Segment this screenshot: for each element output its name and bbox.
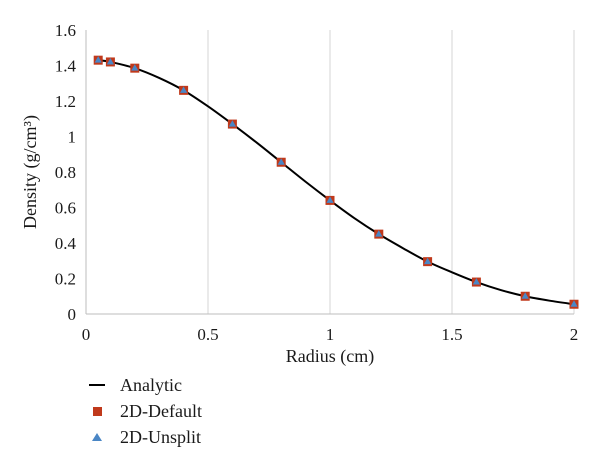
- legend-label: 2D-Default: [120, 400, 202, 421]
- y-tick-label: 1: [68, 128, 77, 147]
- 2d-unsplit-point: [424, 257, 432, 265]
- x-tick-label: 0.5: [197, 325, 218, 344]
- y-tick-label: 0.4: [55, 234, 77, 253]
- y-tick-label: 0: [68, 305, 77, 324]
- 2d-unsplit-point: [131, 64, 139, 71]
- y-tick-label: 0.6: [55, 199, 76, 218]
- y-tick-label: 1.6: [55, 21, 76, 40]
- y-axis-label: Density (g/cm³): [20, 115, 41, 229]
- 2d-unsplit-point: [106, 57, 114, 65]
- x-tick-label: 0: [82, 325, 91, 344]
- grid-lines: [207, 30, 575, 314]
- 2d-unsplit-point: [570, 300, 578, 307]
- triangle-swatch-icon: [86, 427, 108, 447]
- y-tick-label: 0.2: [55, 270, 76, 289]
- y-tick-label: 1.4: [55, 57, 77, 76]
- legend-label: Analytic: [120, 374, 182, 395]
- 2d-unsplit-point: [326, 196, 334, 203]
- legend-item-analytic: Analytic: [86, 372, 202, 398]
- 2d-unsplit-point: [180, 86, 188, 93]
- axes: [85, 30, 574, 315]
- 2d-unsplit-point: [472, 278, 480, 285]
- y-tick-label: 0.8: [55, 163, 76, 182]
- legend: Analytic 2D-Default 2D-Unsplit: [86, 372, 202, 450]
- legend-label: 2D-Unsplit: [120, 426, 201, 447]
- data-series: [93, 55, 579, 309]
- legend-item-2d-default: 2D-Default: [86, 398, 202, 424]
- legend-item-2d-unsplit: 2D-Unsplit: [86, 424, 202, 450]
- tick-labels: 0 0.5 1 1.5 2 0 0.2 0.4 0.6 0.8 1 1.2 1.4 1.6: [55, 21, 579, 344]
- x-tick-label: 2: [570, 325, 579, 344]
- square-swatch-icon: [86, 401, 108, 421]
- y-tick-label: 1.2: [55, 92, 76, 111]
- 2d-unsplit-point: [375, 230, 383, 237]
- 2d-unsplit-point: [277, 158, 285, 165]
- 2d-unsplit-point: [228, 120, 236, 127]
- x-axis-label: Radius (cm): [286, 346, 374, 367]
- x-tick-label: 1: [326, 325, 335, 344]
- line-swatch-icon: [86, 375, 108, 395]
- analytic-curve: [98, 59, 575, 306]
- x-tick-label: 1.5: [441, 325, 462, 344]
- 2d-unsplit-point: [521, 292, 529, 299]
- 2d-unsplit-point: [94, 56, 102, 63]
